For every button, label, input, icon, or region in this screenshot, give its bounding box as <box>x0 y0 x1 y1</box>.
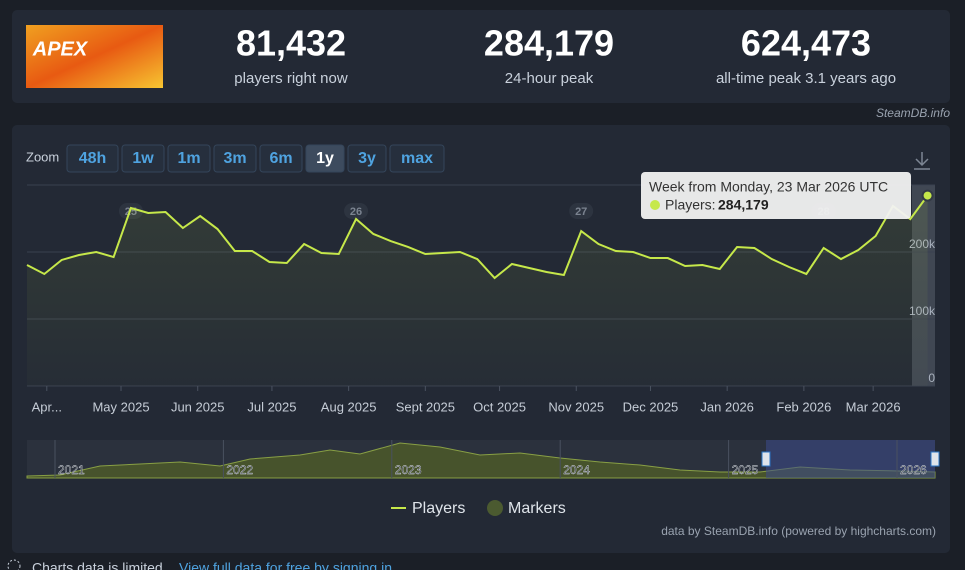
tooltip <box>641 172 911 219</box>
zoom-button-label[interactable]: 1y <box>316 150 334 167</box>
footer-text: Charts data is limited. <box>32 560 167 570</box>
stat-label: players right now <box>234 70 348 87</box>
stat-label: all-time peak 3.1 years ago <box>716 70 896 87</box>
zoom-button-label[interactable]: 3y <box>358 150 376 167</box>
stat-value: 284,179 <box>484 23 614 64</box>
zoom-button[interactable] <box>389 144 445 173</box>
navigator-handle[interactable] <box>930 451 940 467</box>
source: SteamDB.info <box>876 106 950 120</box>
info-icon <box>7 559 21 570</box>
series-area <box>27 195 928 386</box>
logo-text: APEX <box>32 38 89 60</box>
stats-panel <box>12 10 950 103</box>
x-tick-label: Nov 2025 <box>548 399 604 414</box>
legend-label[interactable]: Markers <box>508 500 566 517</box>
tooltip-title: Week from Monday, 23 Mar 2026 UTC <box>649 179 888 195</box>
hover-point[interactable] <box>921 189 934 202</box>
marker-badge <box>569 203 594 219</box>
x-tick-label: Oct 2025 <box>473 399 526 414</box>
zoom-button-label[interactable]: 6m <box>269 150 292 167</box>
tooltip-value: 284,179 <box>718 197 769 213</box>
navigator-handle[interactable] <box>761 451 771 467</box>
x-tick-label: Feb 2026 <box>776 399 831 414</box>
x-tick-label: Jan 2026 <box>700 399 754 414</box>
zoom-button-label[interactable]: 1w <box>132 150 154 167</box>
zoom-button[interactable] <box>347 144 387 173</box>
zoom-button[interactable] <box>259 144 303 173</box>
stat-value: 81,432 <box>236 23 346 64</box>
zoom-button[interactable] <box>213 144 257 173</box>
navigator-label: 2024 <box>563 463 590 477</box>
zoom-button-label[interactable]: 3m <box>223 150 246 167</box>
zoom-button-label[interactable]: 1m <box>177 150 200 167</box>
legend-label[interactable]: Players <box>412 500 465 517</box>
navigator-label: 2023 <box>395 463 422 477</box>
stat-value: 624,473 <box>741 23 871 64</box>
marker-label: 26 <box>350 206 362 218</box>
legend-marker[interactable] <box>487 500 503 516</box>
x-tick-label: May 2025 <box>92 399 149 414</box>
x-tick-label: Dec 2025 <box>623 399 679 414</box>
navigator-selection[interactable] <box>766 440 935 478</box>
x-tick-label: Aug 2025 <box>321 399 377 414</box>
marker-badge <box>344 203 369 219</box>
navigator-label: 2026 <box>900 463 927 477</box>
navigator-label: 2021 <box>58 463 85 477</box>
credits[interactable]: data by SteamDB.info (powered by highcha… <box>661 524 936 538</box>
zoom-button-label[interactable]: max <box>401 150 433 167</box>
footer-link[interactable]: View full data for free by signing in <box>179 560 392 570</box>
series-line <box>26 195 929 280</box>
zoom-button[interactable] <box>305 144 345 173</box>
x-tick-label: Jul 2025 <box>247 399 296 414</box>
x-tick-label: Mar 2026 <box>846 399 901 414</box>
navigator-label: 2022 <box>226 463 253 477</box>
zoom-button[interactable] <box>167 144 211 173</box>
marker-label: 27 <box>575 206 587 218</box>
zoom-button[interactable] <box>121 144 165 173</box>
tooltip-label: Players: <box>665 197 716 213</box>
navigator-label: 2025 <box>732 463 759 477</box>
zoom-button-label[interactable]: 48h <box>79 150 107 167</box>
download-icon[interactable] <box>914 152 930 170</box>
x-tick-label: Apr... <box>32 399 62 414</box>
x-tick-label: Sept 2025 <box>396 399 455 414</box>
game-logo <box>26 25 163 88</box>
x-tick-label: Jun 2025 <box>171 399 225 414</box>
zoom-label: Zoom <box>26 149 59 164</box>
zoom-button[interactable] <box>66 144 119 173</box>
tooltip-dot <box>650 200 660 210</box>
stat-label: 24-hour peak <box>505 70 594 87</box>
y-tick-label: 0 <box>928 371 935 385</box>
